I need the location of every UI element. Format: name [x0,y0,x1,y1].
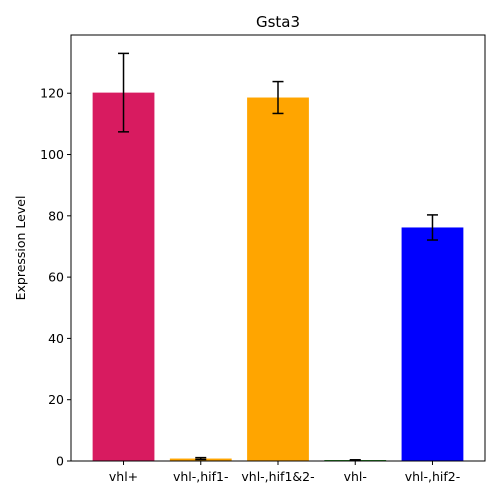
bar-4 [401,227,464,461]
y-axis-label: Expression Level [13,196,28,301]
y-ticks-group: 0 20 40 60 80 100 120 [40,86,71,469]
x-ticks-group: vhl+ vhl-,hif1- vhl-,hif1&2- vhl-vhl-,hif2- [109,461,460,484]
x-tick-label-1: vhl-,hif1- [173,469,229,484]
y-tick-label-6: 120 [40,86,64,101]
y-tick-label-0: 0 [56,454,64,469]
chart-title: Gsta3 [256,13,300,31]
y-tick-label-4: 80 [48,208,64,223]
x-tick-label-0: vhl+ [109,469,138,484]
bar-2 [247,97,309,461]
error-bars-group [118,52,438,462]
x-tick-label-4: vhl-,hif2- [405,469,461,484]
bars-group [92,92,464,462]
bar-0 [92,92,155,462]
y-tick-label-1: 20 [48,392,64,407]
y-tick-label-2: 40 [48,331,64,346]
x-tick-label-3: vhl- [344,469,367,484]
y-tick-label-3: 60 [48,270,64,285]
y-tick-label-5: 100 [40,147,64,162]
plot-frame [70,34,486,462]
x-tick-label-2: vhl-,hif1&2- [241,469,314,484]
